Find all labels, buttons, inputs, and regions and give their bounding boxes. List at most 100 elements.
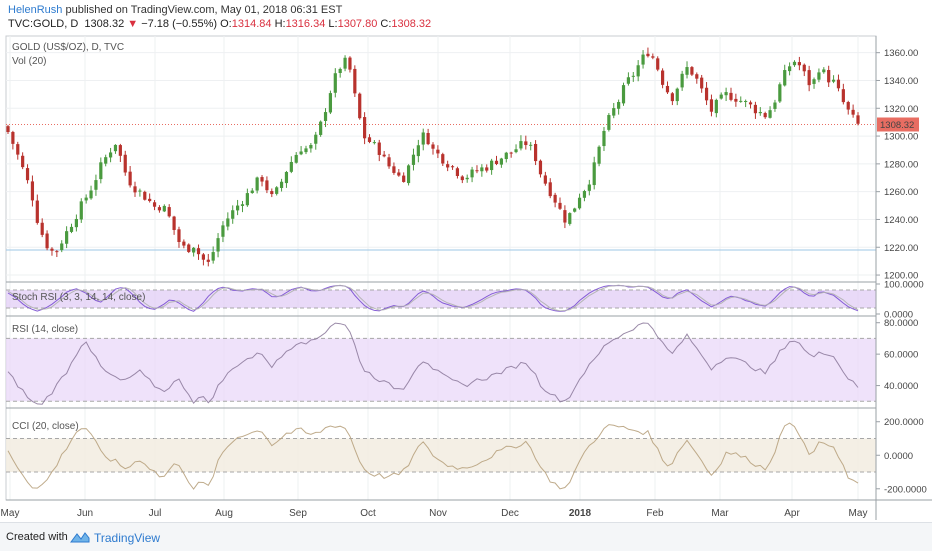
candle-body <box>573 208 577 212</box>
candle-body <box>470 169 474 178</box>
candle-body <box>480 167 484 172</box>
candle-body <box>841 89 845 103</box>
candle-body <box>695 74 699 79</box>
month-label: Apr <box>784 508 800 519</box>
candle-body <box>157 207 162 211</box>
candle-body <box>304 148 308 153</box>
candle-body <box>148 198 152 202</box>
symbol-info: TVC:GOLD, D 1308.32 ▼ −7.18 (−0.55%) O:1… <box>8 18 431 30</box>
candle-body <box>626 77 631 84</box>
low-value: 1307.80 <box>337 18 378 30</box>
tradingview-link[interactable]: TradingView <box>94 531 161 545</box>
candle-body <box>485 167 489 171</box>
candle-body <box>685 67 689 75</box>
candle-body <box>494 160 499 165</box>
candle-body <box>314 134 318 144</box>
indicator-band <box>6 338 876 402</box>
price-tick-label: 1220.00 <box>884 243 918 254</box>
candle-body <box>592 162 596 186</box>
high-value: 1316.34 <box>285 18 326 30</box>
candle-body <box>665 85 670 93</box>
candle-body <box>538 160 543 175</box>
candle-body <box>441 154 445 164</box>
candle-body <box>226 218 230 227</box>
candle-body <box>475 170 479 172</box>
indicator-band <box>6 438 876 473</box>
stoch-rsi-title: Stoch RSI (3, 3, 14, 14, close) <box>12 292 145 303</box>
candle-body <box>631 75 635 77</box>
candle-body <box>348 57 352 70</box>
candle-body <box>206 259 210 262</box>
candle-body <box>509 152 513 154</box>
month-label: May <box>1 508 20 519</box>
price-axis-bg <box>876 36 932 522</box>
price-tick-label: 1260.00 <box>884 187 918 198</box>
candle-body <box>343 57 347 69</box>
candle-body <box>753 104 758 114</box>
candle-body <box>607 115 611 130</box>
candle-body <box>196 248 201 255</box>
candle-body <box>709 99 714 112</box>
candle-body <box>802 64 806 72</box>
last-price: 1308.32 <box>84 18 125 30</box>
candle-body <box>270 191 274 195</box>
candle-body <box>529 144 533 146</box>
candle-body <box>460 176 464 181</box>
price-pane-title: GOLD (US$/OZ), D, TVC <box>12 42 124 53</box>
candle-body <box>16 144 20 155</box>
plot-frame <box>5 35 877 501</box>
candle-body <box>289 161 293 172</box>
candle-body <box>172 216 176 230</box>
month-label: Jul <box>149 508 162 519</box>
chart-area[interactable]: May Jun Jul Aug Sep Oct Nov Dec 2018 Feb Mar Apr May… <box>0 34 932 522</box>
price-tick-label: 1300.00 <box>884 132 918 143</box>
candle-body <box>577 197 582 209</box>
candle-body <box>358 93 362 119</box>
candle-body <box>299 151 303 155</box>
candle-body <box>65 231 69 244</box>
candle-body <box>192 247 196 253</box>
last-price-badge <box>877 117 919 132</box>
candle-body <box>294 154 298 163</box>
close-label: C: <box>380 18 392 30</box>
candle-body <box>807 70 811 86</box>
candle-body <box>758 112 762 114</box>
month-label: Mar <box>711 508 729 519</box>
candle-body <box>822 69 826 73</box>
candle-body <box>387 157 391 167</box>
candle-body <box>167 207 171 217</box>
candle-body <box>836 79 841 89</box>
candle-body <box>524 141 528 146</box>
publish-info: HelenRush published on TradingView.com, … <box>8 4 342 16</box>
candle-body <box>377 142 381 155</box>
candle-body <box>11 131 15 144</box>
candle-body <box>60 243 64 251</box>
candle-body <box>421 132 425 145</box>
candle-body <box>177 229 181 243</box>
candle-body <box>397 172 401 176</box>
candle-body <box>309 144 313 149</box>
candle-body <box>402 175 406 182</box>
candle-body <box>187 244 191 252</box>
candle-body <box>55 251 59 253</box>
month-label: Aug <box>215 508 233 519</box>
tradingview-logo-icon[interactable] <box>70 530 90 544</box>
price-tick-label: 1320.00 <box>884 104 918 115</box>
symbol-label: TVC:GOLD, D <box>8 18 79 30</box>
candle-body <box>323 112 328 121</box>
indicator-tick-label: 0.0000 <box>884 310 913 321</box>
candle-body <box>675 88 679 102</box>
month-label: Feb <box>646 508 664 519</box>
candle-body <box>548 182 552 197</box>
price-tick-label: 1280.00 <box>884 159 918 170</box>
candle-body <box>778 84 782 102</box>
candle-body <box>279 181 284 188</box>
down-arrow-icon: ▼ <box>127 18 139 30</box>
indicator-tick-label: 100.0000 <box>884 280 924 291</box>
author-link[interactable]: HelenRush <box>8 4 63 16</box>
rsi-title: RSI (14, close) <box>12 324 78 335</box>
candle-body <box>788 66 792 72</box>
indicator-tick-label: 200.0000 <box>884 417 924 428</box>
change-value: −7.18 (−0.55%) <box>141 18 218 30</box>
indicator-tick-label: 80.0000 <box>884 318 918 329</box>
